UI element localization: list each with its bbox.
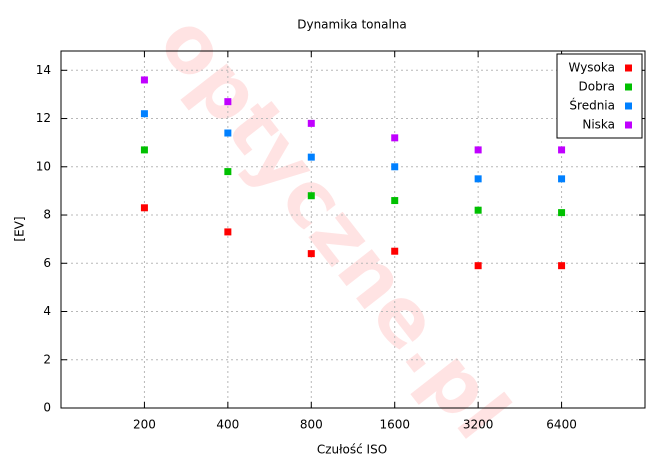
point	[224, 228, 232, 236]
point	[140, 76, 148, 84]
x-tick-label: 800	[300, 418, 323, 432]
legend-label: Dobra	[579, 80, 616, 94]
point	[391, 163, 399, 171]
watermark: optyczne.pl	[141, 0, 526, 456]
y-tick-label: 10	[36, 159, 51, 173]
y-tick-label: 2	[43, 352, 51, 366]
legend-label: Średnia	[569, 98, 615, 113]
point	[474, 175, 482, 183]
y-axis-label: [EV]	[13, 216, 27, 241]
point	[391, 197, 399, 205]
y-tick-label: 12	[36, 111, 51, 125]
point	[307, 192, 315, 200]
point	[558, 209, 566, 217]
legend-label: Niska	[582, 118, 615, 132]
point	[224, 98, 232, 106]
point	[391, 247, 399, 255]
x-axis-label: Czułość ISO	[317, 443, 387, 457]
point	[224, 168, 232, 176]
x-tick-label: 400	[216, 418, 239, 432]
point	[224, 129, 232, 137]
point	[474, 262, 482, 270]
y-tick-label: 4	[43, 304, 51, 318]
legend-swatch	[625, 83, 632, 91]
point	[307, 250, 315, 258]
point	[140, 146, 148, 154]
point	[307, 153, 315, 161]
point	[474, 206, 482, 214]
point	[140, 204, 148, 212]
y-tick-label: 8	[43, 208, 51, 222]
x-tick-label: 6400	[546, 418, 577, 432]
plot-frame	[60, 50, 646, 409]
y-tick-label: 0	[43, 401, 51, 415]
point	[558, 262, 566, 270]
point	[140, 110, 148, 118]
chart-title: Dynamika tonalna	[297, 18, 407, 32]
legend-label: Wysoka	[569, 61, 615, 75]
legend-swatch	[625, 102, 632, 110]
x-tick-label: 1600	[379, 418, 410, 432]
x-tick-label: 3200	[463, 418, 494, 432]
legend-swatch	[625, 64, 632, 72]
y-tick-label: 14	[36, 63, 51, 77]
legend-swatch	[625, 121, 632, 129]
x-tick-label: 200	[133, 418, 156, 432]
point	[474, 146, 482, 154]
point	[307, 119, 315, 127]
point	[558, 175, 566, 183]
point	[558, 146, 566, 154]
y-tick-label: 6	[43, 256, 51, 270]
point	[391, 134, 399, 142]
